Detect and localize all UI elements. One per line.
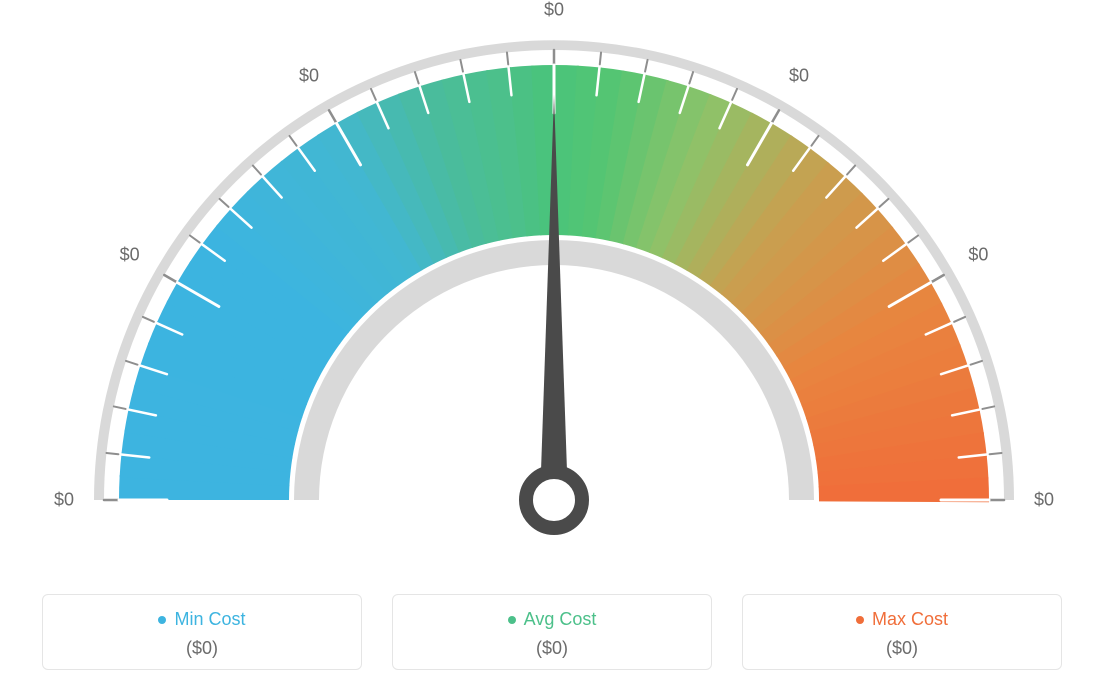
legend-label-max: Max Cost [872, 609, 948, 630]
gauge-tick-label: $0 [1034, 490, 1054, 511]
legend-label-min: Min Cost [174, 609, 245, 630]
legend-value-max: ($0) [763, 638, 1041, 659]
gauge-tick-label: $0 [789, 65, 809, 86]
legend-top: Max Cost [763, 609, 1041, 630]
legend-value-avg: ($0) [413, 638, 691, 659]
gauge-chart: $0 $0 $0 $0 $0 $0 $0 [2, 0, 1102, 560]
gauge-tick-label: $0 [968, 245, 988, 266]
gauge-tick-label: $0 [54, 490, 74, 511]
legend-dot-avg [508, 616, 516, 624]
legend-card-max: Max Cost ($0) [742, 594, 1062, 670]
gauge-tick-label: $0 [120, 245, 140, 266]
legend-label-avg: Avg Cost [524, 609, 597, 630]
legend-top: Min Cost [63, 609, 341, 630]
legend-dot-max [856, 616, 864, 624]
gauge-tick-label: $0 [299, 65, 319, 86]
legend-card-min: Min Cost ($0) [42, 594, 362, 670]
legend-top: Avg Cost [413, 609, 691, 630]
legend-row: Min Cost ($0) Avg Cost ($0) Max Cost ($0… [0, 594, 1104, 670]
legend-card-avg: Avg Cost ($0) [392, 594, 712, 670]
legend-dot-min [158, 616, 166, 624]
gauge-tick-label: $0 [544, 0, 564, 21]
legend-value-min: ($0) [63, 638, 341, 659]
gauge-svg [2, 0, 1102, 560]
